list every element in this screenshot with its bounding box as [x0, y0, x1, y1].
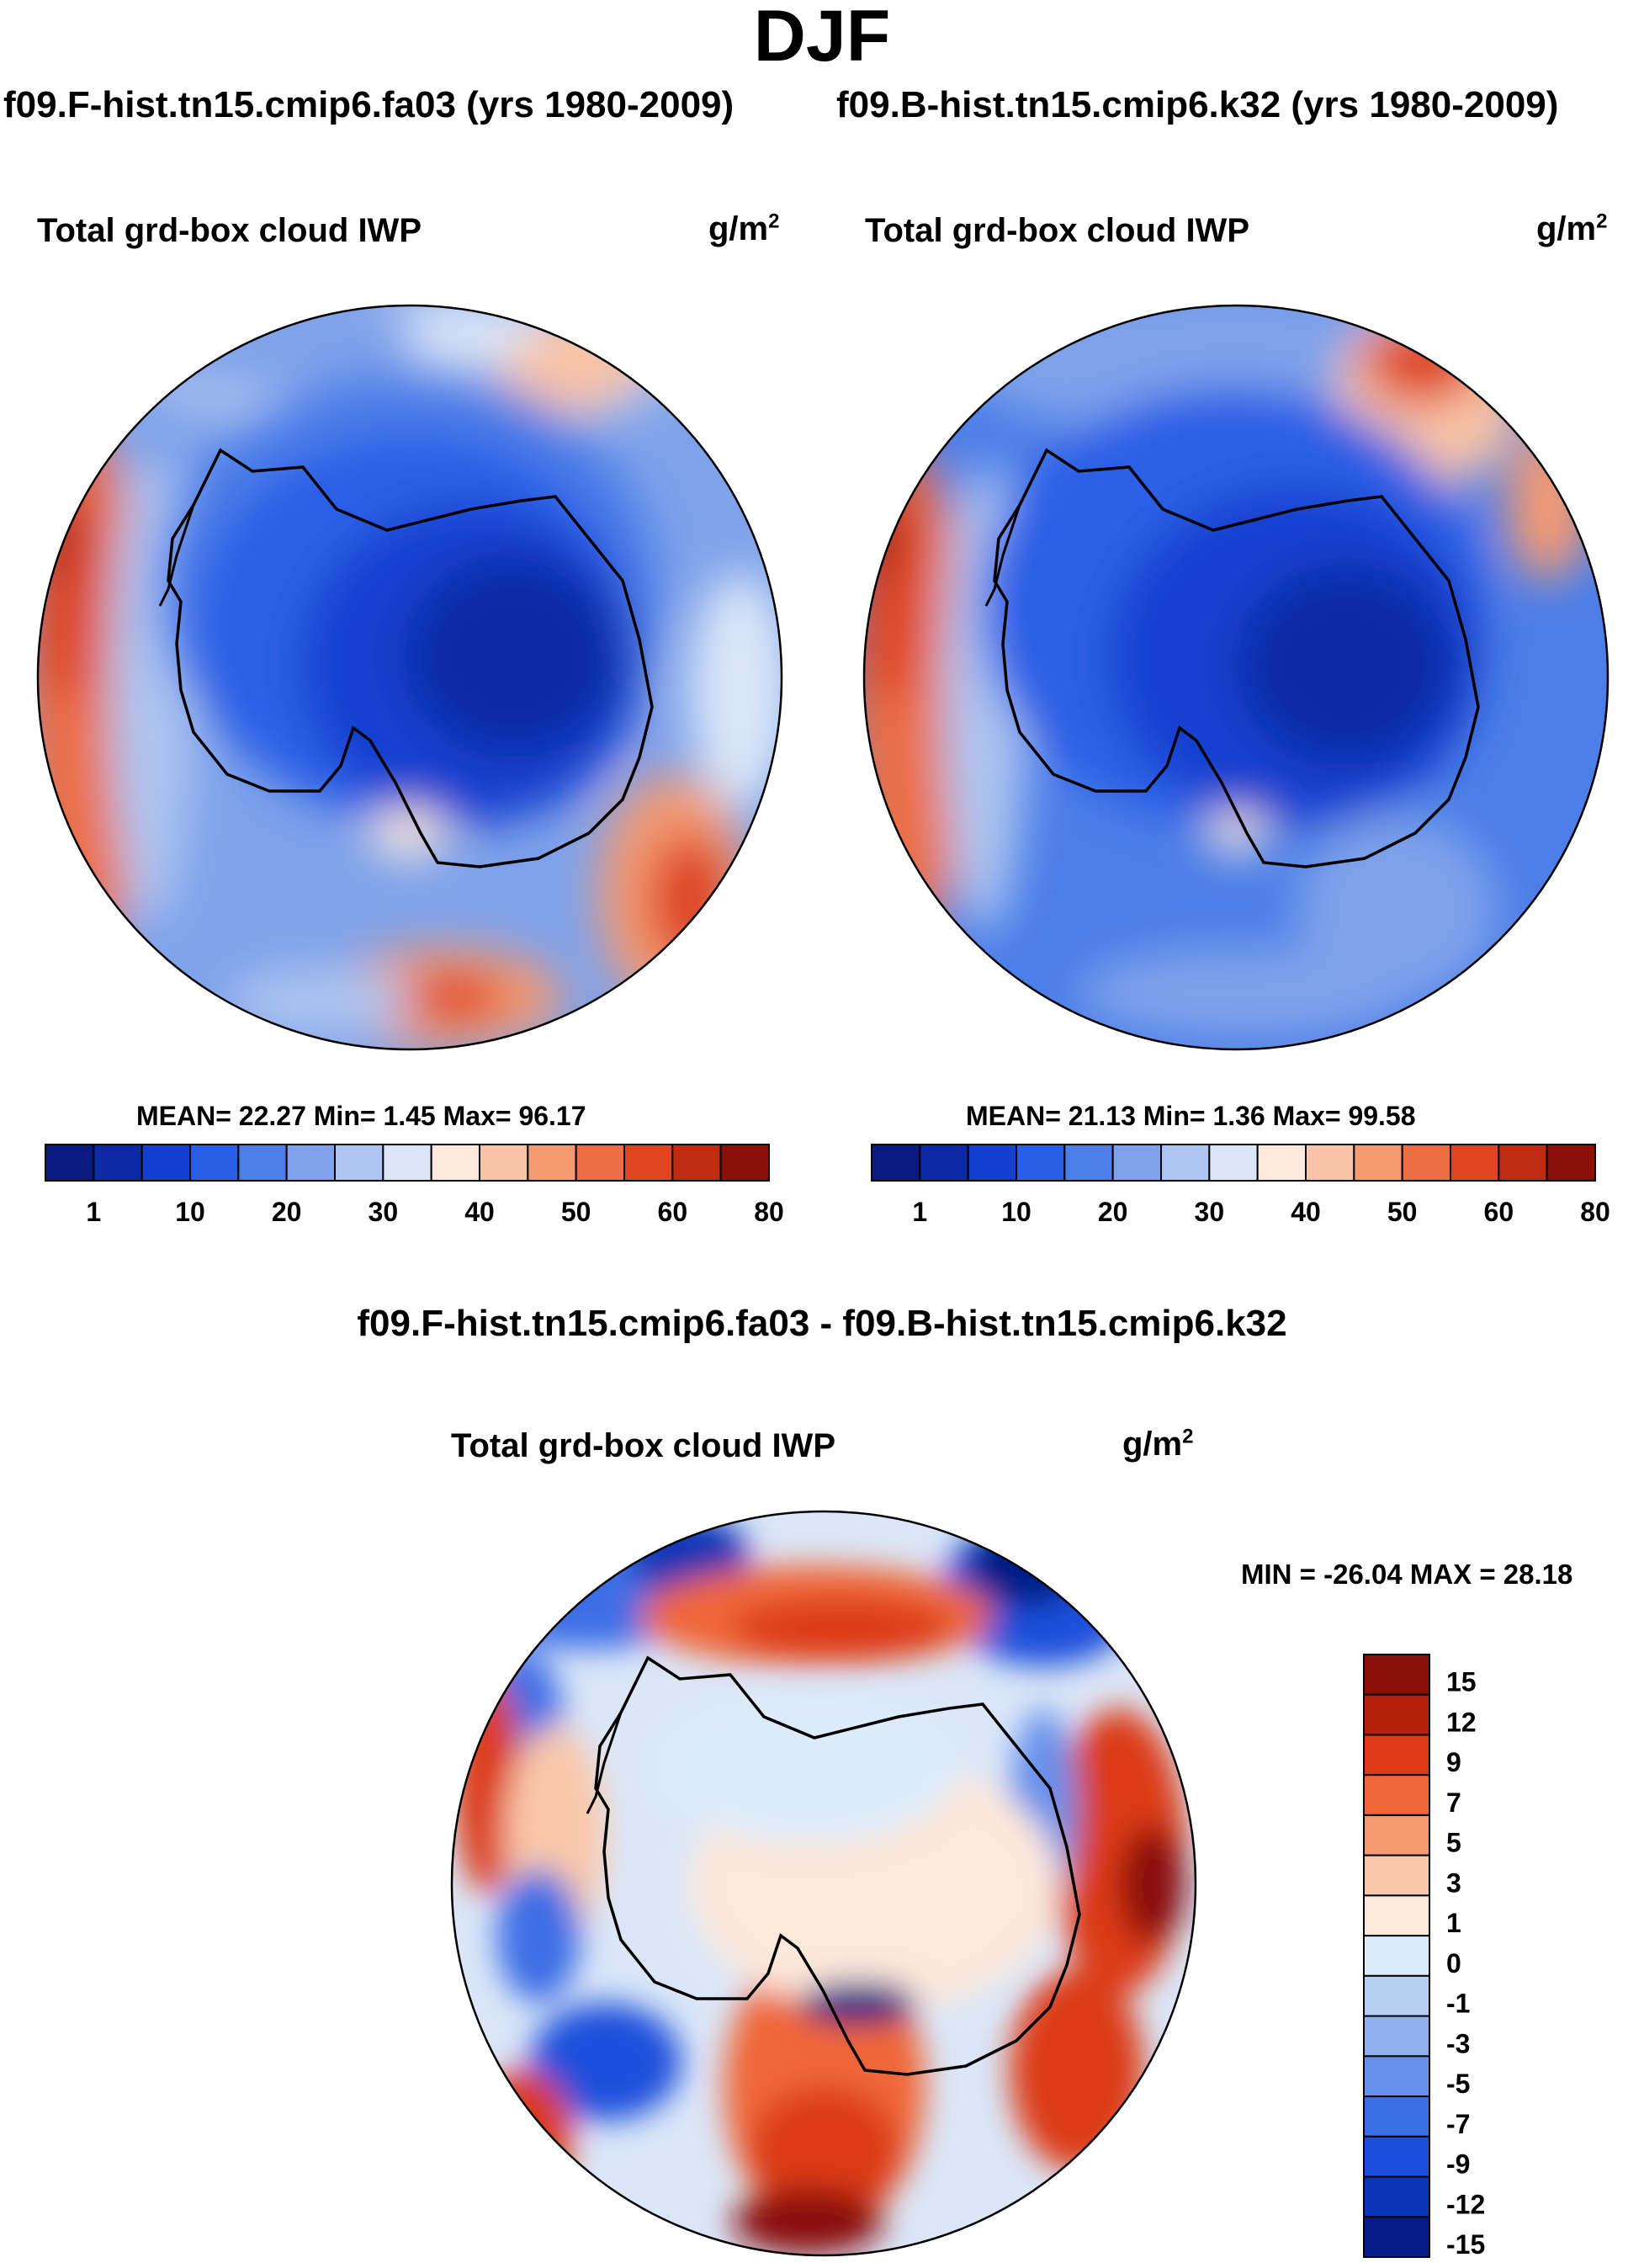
- panel2-colorbar-box: [1401, 1144, 1451, 1182]
- panel1-colorbar-box: [189, 1144, 240, 1182]
- difference-title: f09.F-hist.tn15.cmip6.fa03 - f09.B-hist.…: [357, 1303, 1287, 1344]
- panel3-colorbar-box: [1363, 1774, 1430, 1816]
- panel1-colorbar-box: [671, 1144, 722, 1182]
- panel2-map: [864, 305, 1608, 1049]
- panel2-colorbar-box: [967, 1144, 1017, 1182]
- panel1-colorbar-box: [334, 1144, 384, 1182]
- panel2-colorbar-box: [1160, 1144, 1211, 1182]
- panel2-boundary: [862, 304, 1610, 1051]
- panel3-colorbar-label: 0: [1446, 1948, 1461, 1979]
- panel1-colorbar-label: 80: [754, 1197, 784, 1227]
- panel1-colorbar-box: [237, 1144, 288, 1182]
- panel3-colorbar-box: [1363, 2216, 1430, 2258]
- panel3-colorbar-label: -7: [1446, 2109, 1470, 2139]
- panel2-colorbar-label: 10: [1001, 1197, 1031, 1227]
- panel3-colorbar-box: [1363, 1814, 1430, 1856]
- panel2-colorbar-box: [1450, 1144, 1500, 1182]
- panel1-colorbar-label: 40: [464, 1197, 495, 1227]
- panel1-colorbar-label: 30: [369, 1197, 399, 1227]
- panel3-field-title: Total grd-box cloud IWP: [451, 1427, 835, 1464]
- panel3-colorbar-label: -12: [1446, 2189, 1485, 2219]
- panel3-colorbar-label: 1: [1446, 1908, 1461, 1938]
- case-right-label: f09.B-hist.tn15.cmip6.k32 (yrs 1980-2009…: [836, 84, 1559, 125]
- panel1-boundary: [36, 304, 783, 1051]
- panel1-colorbar-label: 10: [175, 1197, 205, 1227]
- panel2-colorbar-box: [1546, 1144, 1596, 1182]
- panel1-map: [38, 305, 782, 1049]
- panel2-colorbar-box: [1208, 1144, 1259, 1182]
- panel1-colorbar-box: [430, 1144, 481, 1182]
- panel1-colorbar-label: 60: [658, 1197, 688, 1227]
- panel1-colorbar-label: 20: [272, 1197, 302, 1227]
- panel3-colorbar-label: -1: [1446, 1989, 1470, 2019]
- panel2-colorbar-label: 60: [1484, 1197, 1514, 1227]
- panel3-colorbar-label: 7: [1446, 1787, 1461, 1818]
- panel2-units: g/m2: [1536, 210, 1608, 247]
- panel1-colorbar-label: 50: [561, 1197, 591, 1227]
- panel3-boundary: [450, 1510, 1197, 2257]
- panel3-colorbar-box: [1363, 1974, 1430, 2017]
- panel2-colorbar-box: [1498, 1144, 1548, 1182]
- panel2-colorbar-box: [1256, 1144, 1307, 1182]
- panel2-colorbar-label: 80: [1580, 1197, 1610, 1227]
- panel2-colorbar-label: 1: [912, 1197, 927, 1227]
- panel3-map: [452, 1511, 1196, 2255]
- panel3-colorbar-box: [1363, 1734, 1430, 1777]
- panel2-field-title: Total grd-box cloud IWP: [865, 212, 1249, 249]
- panel2-colorbar-label: 40: [1291, 1197, 1321, 1227]
- panel3-colorbar-label: -5: [1446, 2069, 1470, 2099]
- panel3-colorbar-box: [1363, 2015, 1430, 2058]
- panel3-units: g/m2: [1122, 1425, 1194, 1463]
- panel2-colorbar-label: 30: [1195, 1197, 1225, 1227]
- panel2-colorbar-box: [1016, 1144, 1066, 1182]
- panel1-colorbar-box: [382, 1144, 432, 1182]
- panel3-minmax: MIN = -26.04 MAX = 28.18: [1241, 1559, 1573, 1590]
- panel1-colorbar-box: [527, 1144, 577, 1182]
- panel3-colorbar-label: 3: [1446, 1867, 1461, 1898]
- panel3-colorbar-box: [1363, 2175, 1430, 2218]
- panel2-stats: MEAN= 21.13 Min= 1.36 Max= 99.58: [966, 1101, 1416, 1131]
- figure-title: DJF: [753, 0, 891, 77]
- panel1-units: g/m2: [708, 210, 780, 247]
- colorbars: 1 10 20 30 40 50 60 80 1 10 20 30 40 50 60 801512975310…: [45, 1144, 1610, 2260]
- panel3-colorbar-box: [1363, 1894, 1430, 1937]
- panel3-colorbar-box: [1363, 2055, 1430, 2098]
- panel1-colorbar-box: [45, 1144, 95, 1182]
- panel3-colorbar-box: [1363, 2095, 1430, 2138]
- panel2-colorbar-box: [919, 1144, 969, 1182]
- panel1-colorbar-box: [141, 1144, 192, 1182]
- panel3-colorbar-label: -3: [1446, 2028, 1470, 2058]
- panel3-colorbar-label: -9: [1446, 2149, 1470, 2180]
- panel3-colorbar-label: 9: [1446, 1747, 1461, 1777]
- panel2-colorbar-label: 50: [1387, 1197, 1418, 1227]
- panel2-colorbar-box: [871, 1144, 921, 1182]
- panel3-colorbar-box: [1363, 1935, 1430, 1977]
- panel3-colorbar-label: -15: [1446, 2229, 1485, 2260]
- panel3-colorbar-label: 12: [1446, 1707, 1477, 1737]
- case-left-label: f09.F-hist.tn15.cmip6.fa03 (yrs 1980-200…: [3, 84, 734, 125]
- panel3-colorbar-label: 5: [1446, 1828, 1461, 1858]
- panel2-colorbar-box: [1353, 1144, 1403, 1182]
- panel2-colorbar-label: 20: [1098, 1197, 1128, 1227]
- panel1-colorbar-box: [623, 1144, 674, 1182]
- panel2-colorbar-box: [1111, 1144, 1162, 1182]
- panel2-colorbar-box: [1063, 1144, 1114, 1182]
- panel3-colorbar-box: [1363, 1654, 1430, 1696]
- panel1-colorbar-box: [719, 1144, 771, 1182]
- panel1-field-title: Total grd-box cloud IWP: [37, 212, 422, 249]
- panel1-colorbar-box: [93, 1144, 143, 1182]
- panel1-colorbar-box: [285, 1144, 336, 1182]
- panel1-colorbar-box: [575, 1144, 626, 1182]
- panel1-colorbar-label: 1: [86, 1197, 101, 1227]
- panel3-colorbar-box: [1363, 1693, 1430, 1736]
- panel3-colorbar-label: 15: [1446, 1667, 1477, 1697]
- panel1-colorbar-box: [479, 1144, 529, 1182]
- panel3-colorbar-box: [1363, 2135, 1430, 2178]
- panel3-colorbar-box: [1363, 1854, 1430, 1897]
- panel1-stats: MEAN= 22.27 Min= 1.45 Max= 96.17: [136, 1101, 586, 1131]
- panel2-colorbar-box: [1305, 1144, 1355, 1182]
